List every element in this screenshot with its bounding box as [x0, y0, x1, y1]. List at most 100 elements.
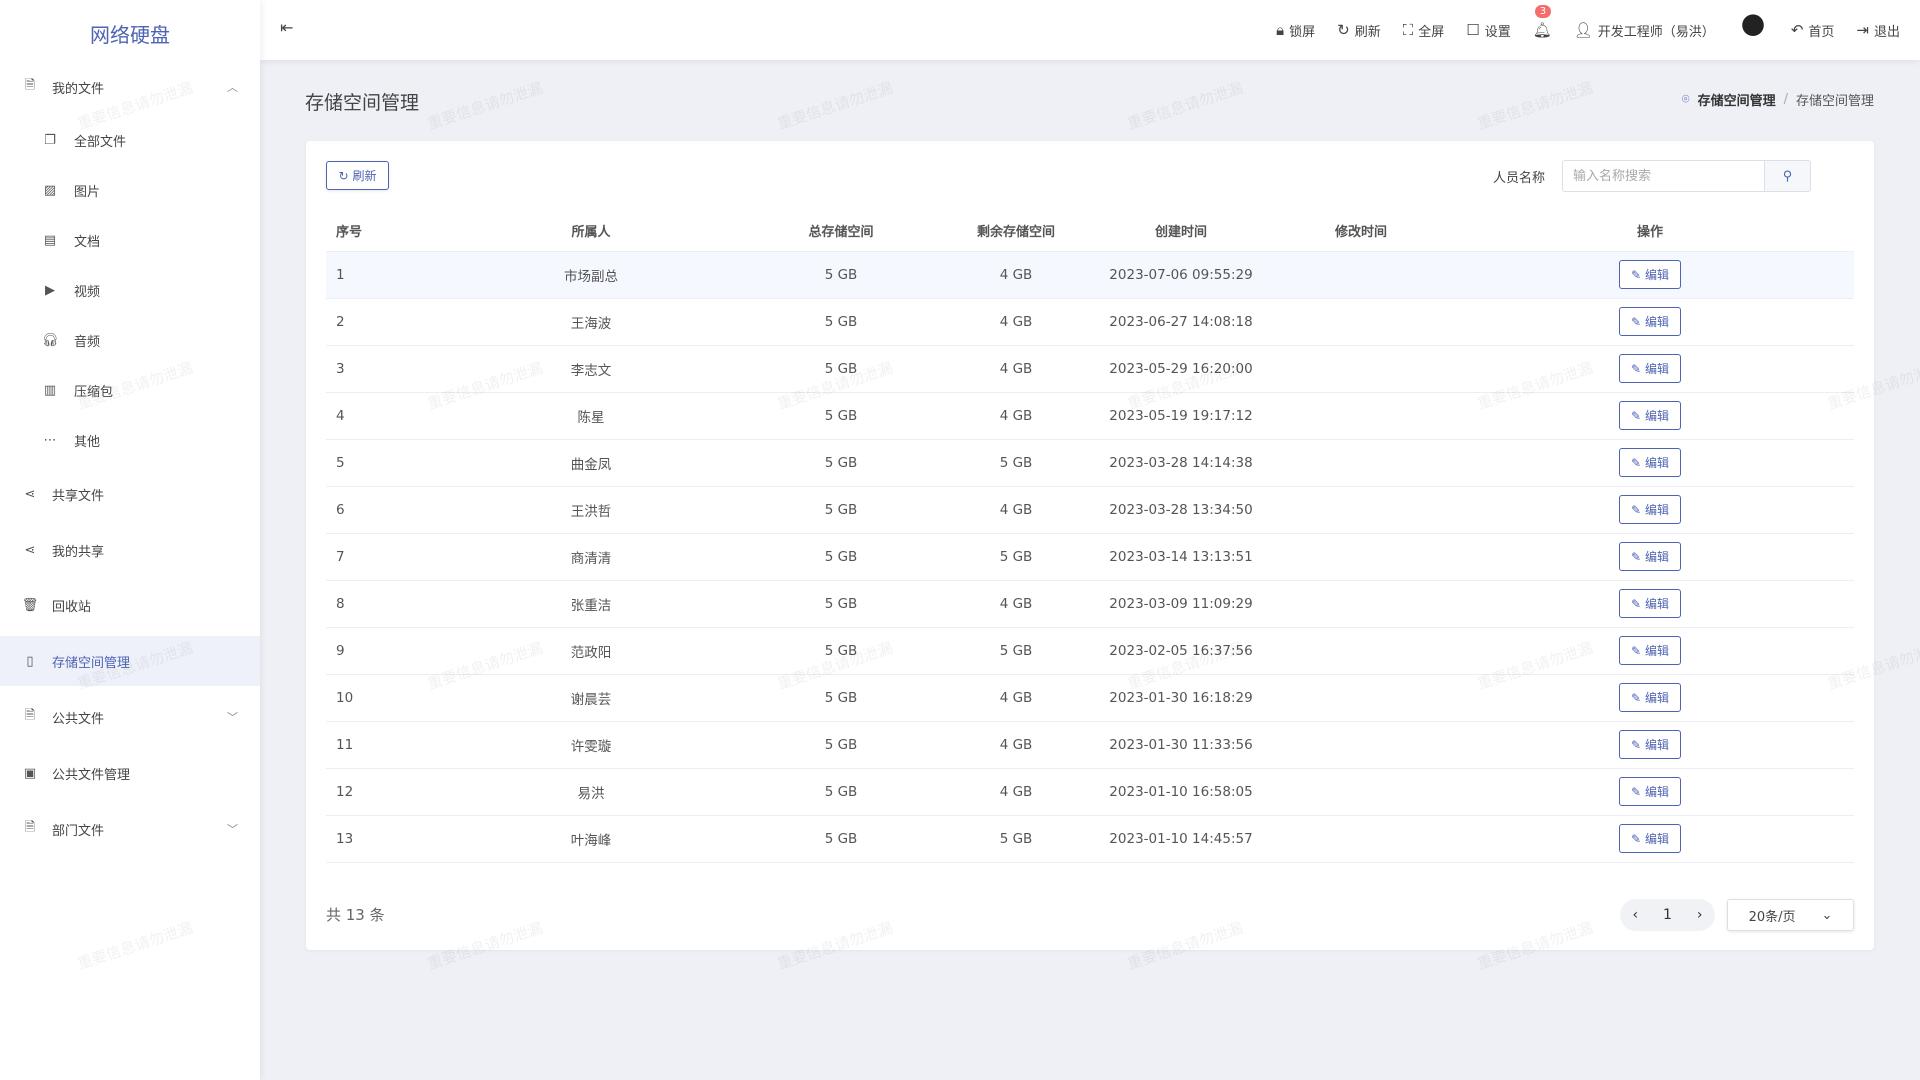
table-row: 1 市场副总 5 GB 4 GB 2023-07-06 09:55:29 ✎ 编辑	[326, 250, 1854, 298]
sidebar-item[interactable]: 🗎 公共文件 ﹀	[0, 692, 260, 742]
table-cell: 2	[326, 297, 446, 345]
table-cell: 2023-03-14 13:13:51	[1086, 532, 1276, 580]
table-cell	[1276, 391, 1446, 439]
table-cell: 5 GB	[736, 532, 946, 580]
edit-button[interactable]: ✎ 编辑	[1619, 448, 1681, 477]
edit-button[interactable]: ✎ 编辑	[1619, 636, 1681, 665]
edit-button[interactable]: ✎ 编辑	[1619, 777, 1681, 806]
sidebar-item[interactable]: ▨ 图片	[0, 165, 260, 215]
sidebar-item-label: 文档	[74, 234, 101, 250]
fullscreen-button[interactable]: ⛶ 全屏	[1402, 21, 1445, 40]
table-row: 7 商清清 5 GB 5 GB 2023-03-14 13:13:51 ✎ 编辑	[326, 532, 1854, 580]
table-cell: 2023-01-10 16:58:05	[1086, 767, 1276, 815]
table-cell: 6	[326, 485, 446, 533]
table-row: 10 谢晨芸 5 GB 4 GB 2023-01-30 16:18:29 ✎ 编辑	[326, 673, 1854, 721]
notification-button[interactable]: 🔔︎ 3	[1532, 5, 1552, 39]
table-row: 8 张重洁 5 GB 4 GB 2023-03-09 11:09:29 ✎ 编辑	[326, 579, 1854, 627]
table-cell: 2023-05-19 19:17:12	[1086, 391, 1276, 439]
sidebar-item[interactable]: ▶ 视频	[0, 265, 260, 315]
sidebar-item[interactable]: ⋯ 其他	[0, 415, 260, 465]
edit-button[interactable]: ✎ 编辑	[1619, 260, 1681, 289]
home-button[interactable]: ↶ 首页	[1790, 21, 1835, 40]
prev-page-icon[interactable]: ‹	[1632, 907, 1639, 923]
edit-button[interactable]: ✎ 编辑	[1619, 354, 1681, 383]
page-number[interactable]: 1	[1663, 907, 1672, 923]
column-header: 所属人	[571, 225, 611, 241]
refresh-button[interactable]: ↻ 刷新	[326, 161, 389, 190]
sidebar-item[interactable]: 🗎 部门文件 ﹀	[0, 804, 260, 854]
table-cell: 5 GB	[736, 250, 946, 298]
avatar[interactable]	[1736, 14, 1769, 46]
action-cell: ✎ 编辑	[1446, 250, 1854, 298]
sidebar-item[interactable]: ▥ 压缩包	[0, 365, 260, 415]
action-cell: ✎ 编辑	[1446, 532, 1854, 580]
sidebar-item[interactable]: 🗎 我的文件 ︿	[0, 62, 260, 112]
sidebar-item-label: 视频	[74, 284, 101, 300]
table-cell: 市场副总	[446, 250, 736, 298]
search-button[interactable]: ⚲	[1764, 160, 1811, 192]
edit-button[interactable]: ✎ 编辑	[1619, 495, 1681, 524]
table-cell	[1276, 438, 1446, 486]
sidebar-item[interactable]: ⋖ 我的共享	[0, 525, 260, 575]
table-cell: 2023-03-28 13:34:50	[1086, 485, 1276, 533]
column-header: 剩余存储空间	[976, 225, 1055, 241]
sidebar-item[interactable]: ▣ 公共文件管理	[0, 748, 260, 798]
chevron-down-icon[interactable]: ﹀	[227, 823, 238, 836]
bell-icon: 🔔︎	[1532, 21, 1552, 39]
edit-button[interactable]: ✎ 编辑	[1619, 730, 1681, 759]
app-logo: 网络硬盘	[90, 22, 170, 47]
sidebar-item[interactable]: ❐ 全部文件	[0, 115, 260, 165]
sidebar-item-label: 公共文件	[52, 711, 105, 727]
table-cell: 张重洁	[446, 579, 736, 627]
sidebar-item[interactable]: 🎧︎ 音频	[0, 315, 260, 365]
sidebar-item[interactable]: ▤ 文档	[0, 215, 260, 265]
table-cell: 5 GB	[736, 626, 946, 674]
edit-button[interactable]: ✎ 编辑	[1619, 824, 1681, 853]
breadcrumb-item[interactable]: 存储空间管理	[1697, 94, 1776, 109]
document-icon: ▤	[43, 232, 57, 248]
table-cell: 2023-01-30 11:33:56	[1086, 720, 1276, 768]
edit-button[interactable]: ✎ 编辑	[1619, 307, 1681, 336]
table-cell: 4 GB	[946, 485, 1086, 533]
edit-button[interactable]: ✎ 编辑	[1619, 401, 1681, 430]
file-icon: 🗎	[24, 820, 36, 835]
collapse-sidebar-icon[interactable]: ⇤	[280, 18, 294, 37]
table-cell: 商清清	[446, 532, 736, 580]
edit-button[interactable]: ✎ 编辑	[1619, 683, 1681, 712]
next-page-icon[interactable]: ›	[1696, 907, 1703, 923]
page-size-select[interactable]: 20条/页 ⌄	[1727, 899, 1854, 931]
table-row: 2 王海波 5 GB 4 GB 2023-06-27 14:08:18 ✎ 编辑	[326, 297, 1854, 345]
edit-icon: ✎	[1631, 597, 1642, 611]
table-cell: 8	[326, 579, 446, 627]
file-icon: 🗎	[24, 78, 36, 93]
file-icon: 🗎	[24, 708, 36, 723]
action-cell: ✎ 编辑	[1446, 438, 1854, 486]
table-cell: 5 GB	[736, 814, 946, 863]
user-menu[interactable]: 👤︎ 开发工程师（易洪）	[1573, 21, 1715, 40]
table-cell: 13	[326, 814, 446, 863]
action-cell: ✎ 编辑	[1446, 720, 1854, 768]
logout-button[interactable]: ⇥ 退出	[1856, 21, 1900, 40]
share-icon: ⋖	[24, 542, 36, 558]
table-cell: 5 GB	[736, 673, 946, 721]
logout-icon: ⇥	[1856, 21, 1869, 39]
sidebar-item[interactable]: ⋖ 共享文件	[0, 469, 260, 519]
refresh-page-button[interactable]: ↻ 刷新	[1337, 21, 1381, 40]
table-cell: 5 GB	[736, 579, 946, 627]
chevron-down-icon[interactable]: ﹀	[227, 711, 238, 724]
chevron-up-icon[interactable]: ︿	[227, 81, 238, 94]
edit-button[interactable]: ✎ 编辑	[1619, 589, 1681, 618]
search-input[interactable]	[1562, 160, 1764, 192]
table-cell: 5 GB	[946, 438, 1086, 486]
lock-screen-button[interactable]: 🔒︎ 锁屏	[1276, 21, 1316, 40]
watermark: 重要信息请勿泄漏	[1475, 78, 1596, 134]
table-cell: 范政阳	[446, 626, 736, 674]
column-header: 创建时间	[1154, 225, 1207, 241]
table-cell	[1276, 579, 1446, 627]
table-cell: 2023-01-30 16:18:29	[1086, 673, 1276, 721]
sidebar-item[interactable]: 🗑︎ 回收站	[0, 580, 260, 630]
sidebar-item[interactable]: ▯ 存储空间管理	[0, 636, 260, 686]
settings-button[interactable]: ☐ 设置	[1466, 21, 1511, 40]
edit-button[interactable]: ✎ 编辑	[1619, 542, 1681, 571]
search-icon: ⚲	[1782, 168, 1793, 183]
